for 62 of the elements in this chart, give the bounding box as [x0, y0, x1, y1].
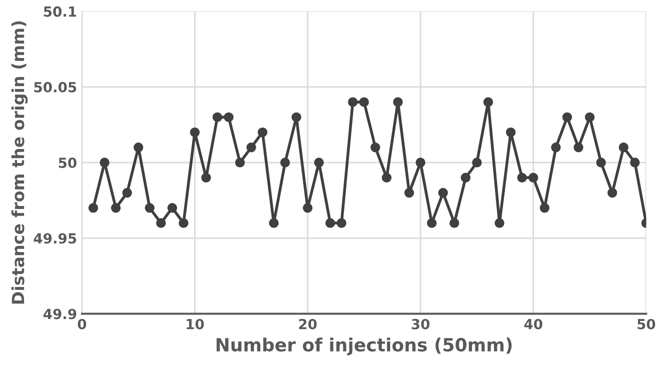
point	[292, 112, 302, 122]
point	[483, 97, 494, 107]
point	[235, 158, 245, 168]
point	[359, 97, 369, 107]
point	[382, 172, 392, 183]
point	[584, 112, 595, 122]
point	[393, 97, 403, 107]
x-tick-label: 50	[638, 318, 656, 330]
x-tick-label: 0	[78, 318, 86, 330]
point	[268, 218, 279, 228]
y-tick-label: 50	[58, 158, 76, 168]
x-axis-title: Number of injections (50mm)	[216, 338, 512, 356]
y-axis-title: Distance from the origin (mm)	[11, 21, 28, 304]
point	[472, 158, 482, 168]
point	[630, 158, 640, 168]
point	[540, 203, 550, 213]
point	[110, 203, 121, 213]
point	[190, 127, 200, 138]
point	[528, 172, 538, 183]
point	[460, 172, 470, 183]
point	[517, 172, 527, 183]
point	[416, 158, 426, 168]
point	[506, 127, 516, 138]
y-tick-label: 49.95	[34, 233, 76, 244]
point	[212, 112, 222, 122]
point	[404, 188, 414, 198]
point	[562, 112, 572, 122]
point	[201, 172, 211, 183]
point	[438, 188, 448, 198]
point	[88, 203, 98, 213]
x-tick-label: 30	[412, 318, 430, 330]
y-tick-label: 50.1	[44, 6, 76, 17]
point	[607, 188, 618, 198]
point	[258, 127, 268, 138]
y-tick-label: 49.9	[43, 308, 76, 320]
point	[156, 218, 166, 228]
point	[178, 218, 188, 228]
point	[336, 218, 346, 228]
point	[325, 218, 336, 228]
point	[551, 142, 561, 152]
x-tick-label: 10	[186, 318, 204, 330]
point	[167, 203, 178, 213]
point	[618, 142, 628, 152]
point	[122, 188, 132, 198]
x-tick-label: 20	[299, 318, 317, 330]
point	[449, 218, 460, 228]
point	[494, 218, 504, 228]
x-tick-label: 40	[524, 318, 542, 330]
point	[348, 97, 358, 107]
point	[280, 158, 290, 168]
point	[134, 142, 144, 152]
point	[314, 158, 324, 168]
point	[302, 203, 313, 213]
point	[426, 218, 437, 228]
y-tick-label: 50.05	[34, 82, 76, 92]
point	[246, 142, 256, 152]
point	[144, 203, 155, 213]
point	[574, 142, 584, 152]
point	[596, 158, 606, 168]
point	[224, 112, 234, 122]
point	[100, 158, 110, 168]
point	[370, 142, 380, 152]
